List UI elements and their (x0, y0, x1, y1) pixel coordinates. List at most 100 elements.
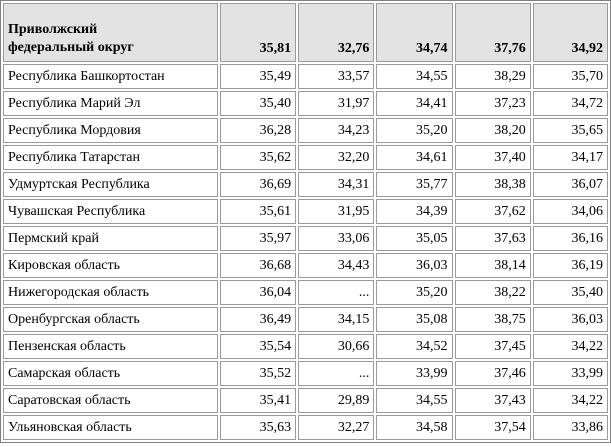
region-value-cell: 37,63 (454, 226, 531, 251)
region-value-cell: 31,95 (298, 199, 375, 224)
region-value-cell: 32,27 (298, 415, 375, 440)
table-row: Оренбургская область 36,49 34,15 35,08 38,75… (3, 307, 608, 332)
region-value-cell: 33,57 (298, 64, 375, 89)
region-value-cell: 35,20 (376, 118, 453, 143)
region-name-cell: Самарская область (3, 361, 218, 386)
region-value-cell: 34,52 (376, 334, 453, 359)
region-value-cell: 38,14 (454, 253, 531, 278)
region-value-cell: 35,62 (219, 145, 297, 170)
district-value-cell: 34,92 (532, 3, 608, 62)
district-value-cell: 34,74 (376, 3, 453, 62)
region-value-cell: 35,52 (219, 361, 297, 386)
region-name-cell: Республика Мордовия (3, 118, 218, 143)
region-value-cell: 34,55 (376, 388, 453, 413)
region-value-cell: 34,39 (376, 199, 453, 224)
region-value-cell: 33,06 (298, 226, 375, 251)
region-value-cell: 36,07 (532, 172, 608, 197)
region-value-cell: 36,49 (219, 307, 297, 332)
region-name-cell: Удмуртская Республика (3, 172, 218, 197)
district-name-line1: Приволжский (8, 22, 98, 37)
region-value-cell: 35,97 (219, 226, 297, 251)
table-row: Республика Татарстан 35,62 32,20 34,61 37,40… (3, 145, 608, 170)
region-value-cell: 36,68 (219, 253, 297, 278)
region-value-cell: 33,99 (532, 361, 608, 386)
region-value-cell: 34,61 (376, 145, 453, 170)
region-value-cell: 37,54 (454, 415, 531, 440)
region-name-cell: Чувашская Республика (3, 199, 218, 224)
district-header-row: Приволжский федеральный округ 35,81 32,76… (3, 3, 608, 62)
region-value-cell: 35,08 (376, 307, 453, 332)
region-name-cell: Республика Марий Эл (3, 91, 218, 116)
region-value-cell: 36,28 (219, 118, 297, 143)
region-value-cell: 38,29 (454, 64, 531, 89)
region-name-cell: Республика Башкортостан (3, 64, 218, 89)
region-value-cell: 32,20 (298, 145, 375, 170)
region-value-cell: 30,66 (298, 334, 375, 359)
region-value-cell: 34,31 (298, 172, 375, 197)
region-value-cell: 35,65 (532, 118, 608, 143)
region-value-cell: 33,99 (376, 361, 453, 386)
region-value-cell: 33,86 (532, 415, 608, 440)
region-value-cell: 36,16 (532, 226, 608, 251)
region-value-cell: 34,43 (298, 253, 375, 278)
region-value-cell: 36,04 (219, 280, 297, 305)
region-value-cell: 35,54 (219, 334, 297, 359)
region-value-cell: 38,20 (454, 118, 531, 143)
region-value-cell: 36,69 (219, 172, 297, 197)
region-value-cell: 34,41 (376, 91, 453, 116)
region-value-cell: 31,97 (298, 91, 375, 116)
region-value-cell: 36,19 (532, 253, 608, 278)
region-value-cell: 38,38 (454, 172, 531, 197)
region-name-cell: Саратовская область (3, 388, 218, 413)
region-value-cell: 35,40 (532, 280, 608, 305)
region-value-cell: 34,58 (376, 415, 453, 440)
region-value-cell: 37,46 (454, 361, 531, 386)
table-row: Удмуртская Республика 36,69 34,31 35,77 38,3… (3, 172, 608, 197)
table-row: Нижегородская область 36,04... 35,20 38,22 3… (3, 280, 608, 305)
region-value-cell: 34,22 (532, 388, 608, 413)
region-value-cell: 36,03 (532, 307, 608, 332)
table-row: Пензенская область 35,54 30,66 34,52 37,45 34… (3, 334, 608, 359)
region-value-cell: 37,45 (454, 334, 531, 359)
region-name-cell: Республика Татарстан (3, 145, 218, 170)
table-row: Кировская область 36,68 34,43 36,03 38,14 36,… (3, 253, 608, 278)
region-name-cell: Оренбургская область (3, 307, 218, 332)
table-row: Пермский край 35,97 33,06 35,05 37,63 36,16 (3, 226, 608, 251)
region-value-cell: 35,70 (532, 64, 608, 89)
district-value-cell: 35,81 (219, 3, 297, 62)
region-value-cell: 38,22 (454, 280, 531, 305)
region-name-cell: Ульяновская область (3, 415, 218, 440)
region-value-cell: 35,41 (219, 388, 297, 413)
region-value-cell: ... (298, 280, 375, 305)
table-body: Приволжский федеральный округ 35,81 32,76… (3, 3, 608, 440)
region-value-cell: 35,05 (376, 226, 453, 251)
region-value-cell: ... (298, 361, 375, 386)
district-value-cell: 37,76 (454, 3, 531, 62)
district-name-line2: федеральный округ (8, 40, 134, 55)
region-value-cell: 37,43 (454, 388, 531, 413)
region-value-cell: 34,22 (532, 334, 608, 359)
region-name-cell: Нижегородская область (3, 280, 218, 305)
region-name-cell: Пензенская область (3, 334, 218, 359)
region-value-cell: 37,40 (454, 145, 531, 170)
region-value-cell: 35,61 (219, 199, 297, 224)
table-row: Республика Мордовия 36,28 34,23 35,20 38,20 3… (3, 118, 608, 143)
region-value-cell: 35,63 (219, 415, 297, 440)
region-value-cell: 34,06 (532, 199, 608, 224)
table-row: Республика Марий Эл 35,40 31,97 34,41 37,23 3… (3, 91, 608, 116)
table-row: Ульяновская область 35,63 32,27 34,58 37,54 3… (3, 415, 608, 440)
table-row: Самарская область 35,52... 33,99 37,46 33,99 (3, 361, 608, 386)
district-value-cell: 32,76 (298, 3, 375, 62)
region-value-cell: 35,20 (376, 280, 453, 305)
region-value-cell: 34,72 (532, 91, 608, 116)
region-value-cell: 35,49 (219, 64, 297, 89)
region-name-cell: Кировская область (3, 253, 218, 278)
region-value-cell: 37,23 (454, 91, 531, 116)
region-value-cell: 34,17 (532, 145, 608, 170)
district-name-cell: Приволжский федеральный округ (3, 3, 218, 62)
region-value-cell: 34,55 (376, 64, 453, 89)
region-value-cell: 36,03 (376, 253, 453, 278)
region-value-cell: 35,77 (376, 172, 453, 197)
region-value-cell: 34,23 (298, 118, 375, 143)
